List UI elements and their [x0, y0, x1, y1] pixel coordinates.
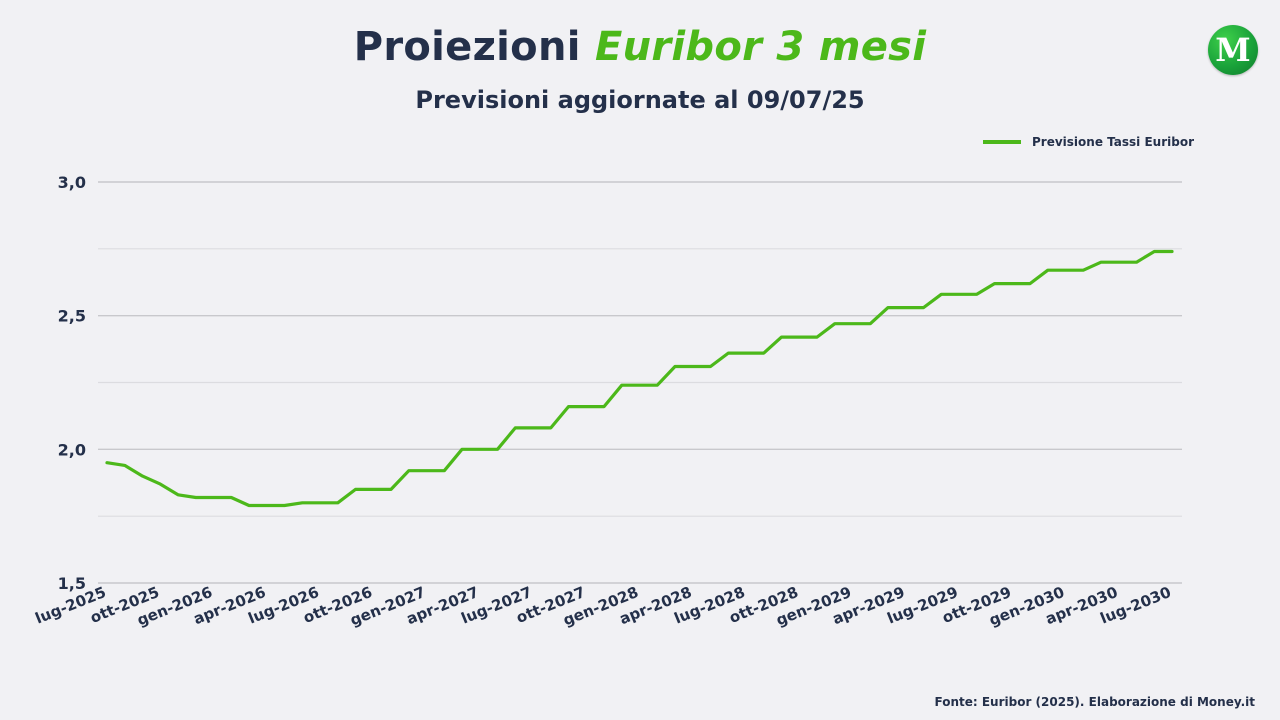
y-tick-label: 2,5 — [58, 307, 86, 326]
series-line-euribor — [105, 249, 1174, 508]
logo-letter: M — [1215, 31, 1251, 69]
y-tick-label: 3,0 — [58, 173, 86, 192]
source-note: Fonte: Euribor (2025). Elaborazione di M… — [934, 695, 1256, 709]
chart-title-main: Proiezioni — [353, 24, 581, 70]
y-tick-label: 2,0 — [58, 440, 86, 459]
chart-title-accent: Euribor 3 mesi — [594, 24, 927, 70]
chart-subtitle: Previsioni aggiornate al 09/07/25 — [415, 86, 865, 114]
legend-label: Previsione Tassi Euribor — [1032, 135, 1194, 149]
chart-title: Proiezioni Euribor 3 mesi — [0, 24, 1280, 70]
money-logo-icon: M — [1208, 25, 1258, 75]
y-tick-label: 1,5 — [58, 574, 86, 593]
